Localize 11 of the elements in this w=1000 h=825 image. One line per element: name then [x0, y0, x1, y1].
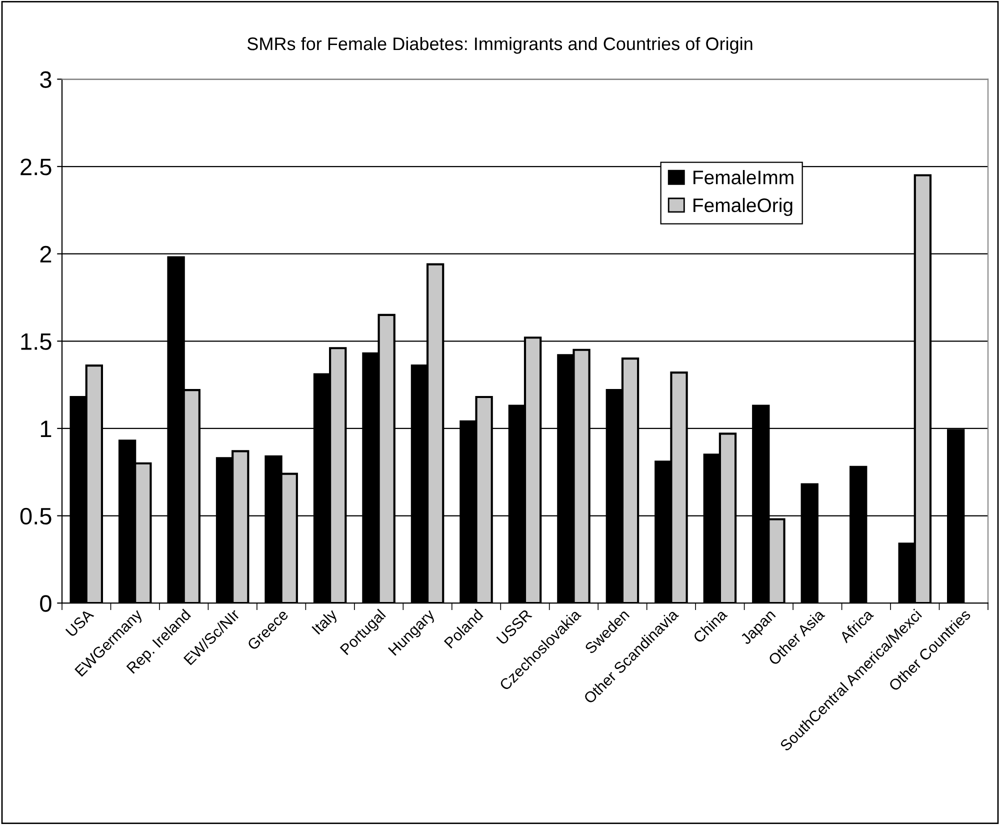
x-tick-label: Italy — [311, 608, 340, 637]
y-tick-label: 0.5 — [20, 508, 52, 525]
y-tick-label: 2 — [40, 246, 52, 262]
y-tick-label: 3 — [40, 71, 52, 88]
y-tick-label: 1.5 — [21, 333, 52, 350]
y-tick-label: 0 — [40, 595, 52, 612]
chart-title: SMRs for Female Diabetes: Immigrants and Countries of Origin — [247, 36, 752, 54]
y-tick-label: 1 — [40, 420, 52, 438]
y-tick-label: 2.5 — [20, 158, 52, 176]
legend-label: FemaleImm — [694, 170, 794, 184]
legend-label: FemaleOrig — [694, 198, 792, 216]
